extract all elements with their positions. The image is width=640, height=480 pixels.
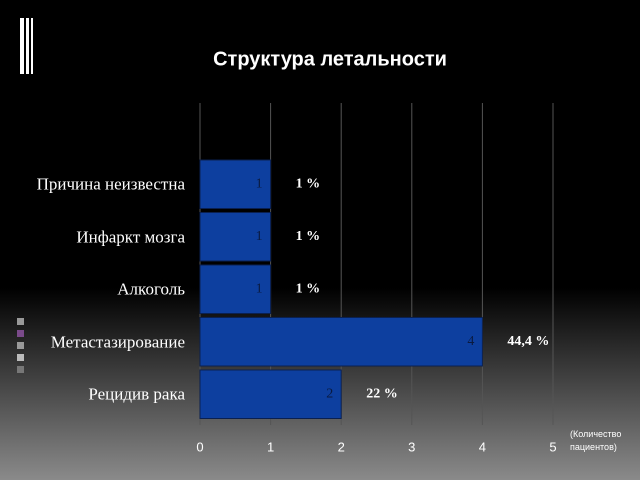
chart-title: Структура летальности [213, 48, 447, 70]
y-tick-label: Инфаркт мозга [76, 227, 185, 247]
bar [199, 159, 272, 209]
annotation: 1 % [296, 281, 321, 296]
value-label: 1 [256, 229, 263, 244]
x-tick-label: 5 [549, 439, 556, 454]
x-tick-label: 1 [267, 439, 274, 454]
bar [199, 317, 483, 367]
annotation: 22 % [366, 386, 398, 401]
annotation: 1 % [296, 176, 321, 191]
bar [199, 212, 272, 262]
x-tick-label: 4 [479, 439, 486, 454]
annotation: 1 % [296, 229, 321, 244]
y-tick-label: Алкоголь [117, 279, 185, 299]
value-label: 1 [256, 176, 263, 191]
x-tick-label: 2 [338, 439, 345, 454]
x-tick-label: 0 [196, 439, 203, 454]
bar [199, 264, 272, 314]
x-tick-label: 3 [408, 439, 415, 454]
bar [199, 369, 342, 419]
value-label: 4 [467, 334, 474, 349]
y-tick-label: Метастазирование [50, 332, 185, 352]
value-label: 1 [256, 281, 263, 296]
value-label: 2 [326, 386, 333, 401]
x-axis-label: (Количество пациентов) [570, 429, 622, 452]
y-tick-label: Причина неизвестна [36, 174, 185, 194]
annotation: 44,4 % [507, 334, 549, 349]
y-tick-label: Рецидив рака [88, 384, 185, 404]
decoration [17, 18, 33, 373]
